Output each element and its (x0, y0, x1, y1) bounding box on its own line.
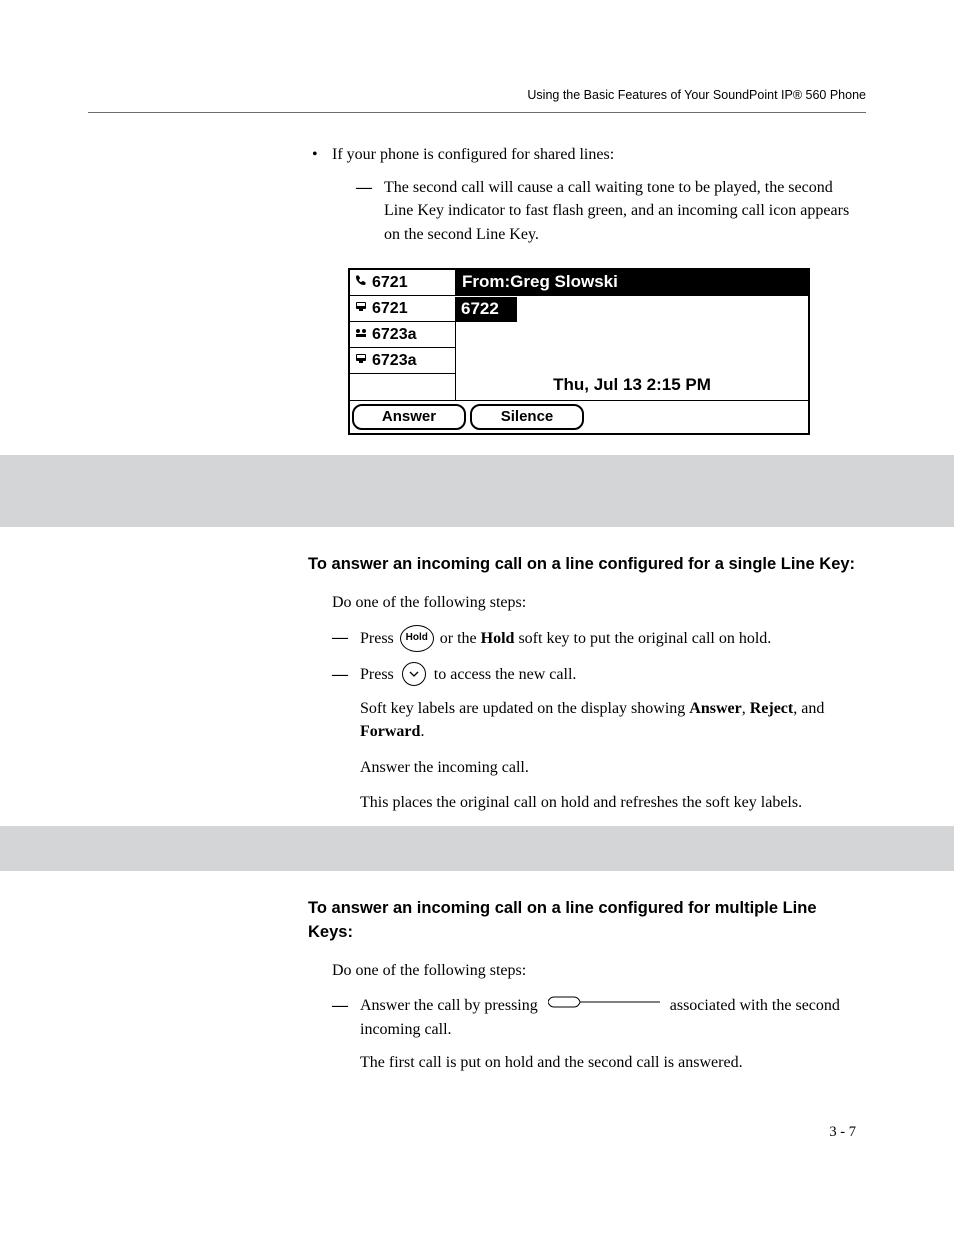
s1-p1-c: . (420, 723, 424, 740)
intro-dash-item: The second call will cause a call waitin… (356, 176, 866, 246)
phone-icon (354, 349, 368, 372)
s1-p1-b1: Answer (689, 700, 741, 717)
section1-step1: Press Hold or the Hold soft key to put t… (332, 626, 866, 653)
softkey-silence: Silence (470, 404, 584, 430)
section2-heading: To answer an incoming call on a line con… (308, 897, 866, 945)
intro-bullet: If your phone is configured for shared l… (308, 143, 866, 246)
down-arrow-button-icon (402, 662, 426, 686)
phone-datetime: Thu, Jul 13 2:15 PM (456, 368, 808, 400)
softkey-answer: Answer (352, 404, 466, 430)
s1s1-bold: Hold (481, 630, 515, 647)
s2-p1: The first call is put on hold and the se… (360, 1051, 866, 1074)
line-key-1-label: 6721 (372, 271, 408, 294)
section1-steps: Press Hold or the Hold soft key to put t… (332, 626, 866, 687)
page-number: 3 - 7 (829, 1124, 856, 1141)
header-rule (88, 112, 866, 113)
line-key-4: 6723a (350, 348, 455, 374)
page-container: Using the Basic Features of Your SoundPo… (0, 0, 954, 1235)
s1s1-text-b: or the (436, 630, 481, 647)
line-key-3-label: 6723a (372, 323, 417, 346)
s1-p1: Soft key labels are updated on the displ… (360, 697, 866, 743)
conference-icon (354, 323, 368, 346)
phone-icon (354, 297, 368, 320)
phone-display: 6721 6721 6723a (348, 268, 810, 435)
handset-icon (354, 271, 368, 294)
line-key-4-label: 6723a (372, 349, 417, 372)
note-band-1 (0, 455, 954, 527)
phone-top: 6721 6721 6723a (350, 270, 808, 400)
s1s1-text-c: soft key to put the original call on hol… (514, 630, 771, 647)
line-key-icon (548, 993, 660, 1016)
section1-step2: Press to access the new call. (332, 663, 866, 687)
line-key-3: 6723a (350, 322, 455, 348)
running-header: Using the Basic Features of Your SoundPo… (88, 88, 866, 102)
s1-p2: Answer the incoming call. (360, 756, 866, 779)
section2-followup: The first call is put on hold and the se… (308, 1051, 866, 1074)
s1-p1-b2: Reject (750, 700, 794, 717)
section1-followup: Soft key labels are updated on the displ… (308, 697, 866, 814)
s2s1-text-a: Answer the call by pressing (360, 997, 542, 1014)
s1-p3: This places the original call on hold an… (360, 791, 866, 814)
s1s2-text-a: Press (360, 666, 398, 683)
phone-right: From:Greg Slowski 6722 Thu, Jul 13 2:15 … (456, 270, 808, 400)
line-key-1: 6721 (350, 270, 455, 296)
caller-number: 6722 (455, 296, 517, 322)
section2-step1: Answer the call by pressing associated w… (332, 994, 866, 1041)
section1-lead: Do one of the following steps: (332, 591, 866, 614)
phone-spacer (456, 322, 808, 368)
section2-steps: Answer the call by pressing associated w… (332, 994, 866, 1041)
content-area: If your phone is configured for shared l… (308, 143, 866, 1074)
phone-line-keys: 6721 6721 6723a (350, 270, 456, 400)
s1-p1-b3: Forward (360, 723, 420, 740)
section1-heading: To answer an incoming call on a line con… (308, 553, 866, 577)
hold-button-icon: Hold (400, 625, 434, 652)
intro-bullet-text: If your phone is configured for shared l… (332, 146, 614, 163)
line-key-2-label: 6721 (372, 297, 408, 320)
line-key-2: 6721 (350, 296, 455, 322)
s1-p1-a: Soft key labels are updated on the displ… (360, 700, 689, 717)
s1s2-text-b: to access the new call. (430, 666, 577, 683)
intro-dash-list: The second call will cause a call waitin… (356, 176, 866, 246)
softkey-row: Answer Silence (350, 400, 808, 433)
s1s1-text-a: Press (360, 630, 398, 647)
caller-from: From:Greg Slowski (456, 270, 808, 296)
line-key-empty (350, 374, 455, 400)
intro-bullet-list: If your phone is configured for shared l… (308, 143, 866, 246)
section2-lead: Do one of the following steps: (332, 959, 866, 982)
note-band-2 (0, 826, 954, 871)
